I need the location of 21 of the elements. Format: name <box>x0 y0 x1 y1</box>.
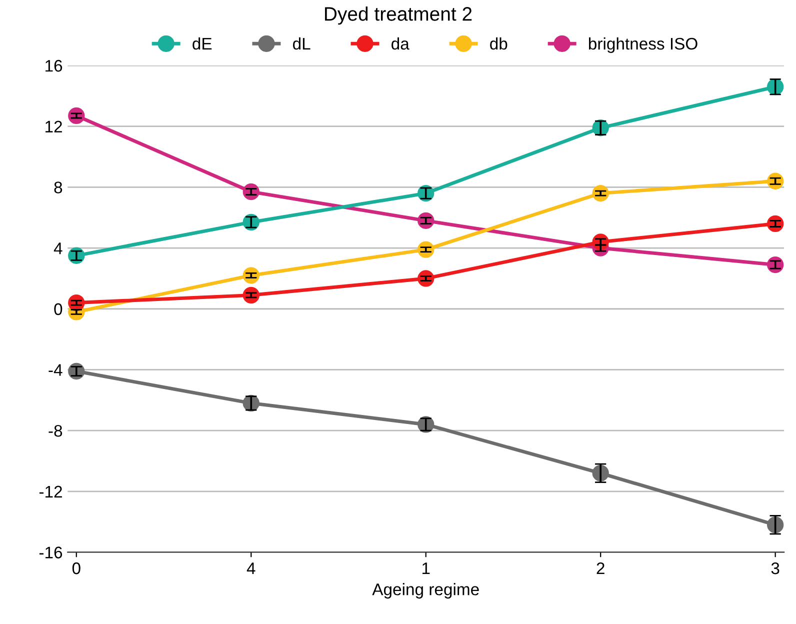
y-tick-label: 12 <box>46 120 62 132</box>
y-tick-label: -12 <box>39 486 62 498</box>
x-tick-label: 2 <box>596 562 604 574</box>
x-axis-title: Ageing regime <box>372 583 479 599</box>
x-tick-label: 3 <box>771 562 780 574</box>
y-tick-label: -8 <box>48 424 62 437</box>
chart-title: Dyed treatment 2 <box>325 6 472 25</box>
x-tick-label: 0 <box>72 562 80 574</box>
y-tick-label: 0 <box>54 303 62 316</box>
x-tick-label: 1 <box>422 562 430 574</box>
legend-label: da <box>392 37 410 50</box>
y-tick-label: 8 <box>54 182 62 194</box>
legend-label: dE <box>192 37 212 50</box>
y-tick-label: 16 <box>46 60 62 72</box>
legend-label: dL <box>293 37 310 50</box>
y-tick-label: -4 <box>48 364 62 376</box>
y-tick-label: 4 <box>54 242 62 254</box>
y-tick-label: -16 <box>39 546 62 558</box>
legend-label: brightness ISO <box>588 37 698 53</box>
x-tick-label: 4 <box>246 562 256 574</box>
legend-label: db <box>490 37 508 50</box>
